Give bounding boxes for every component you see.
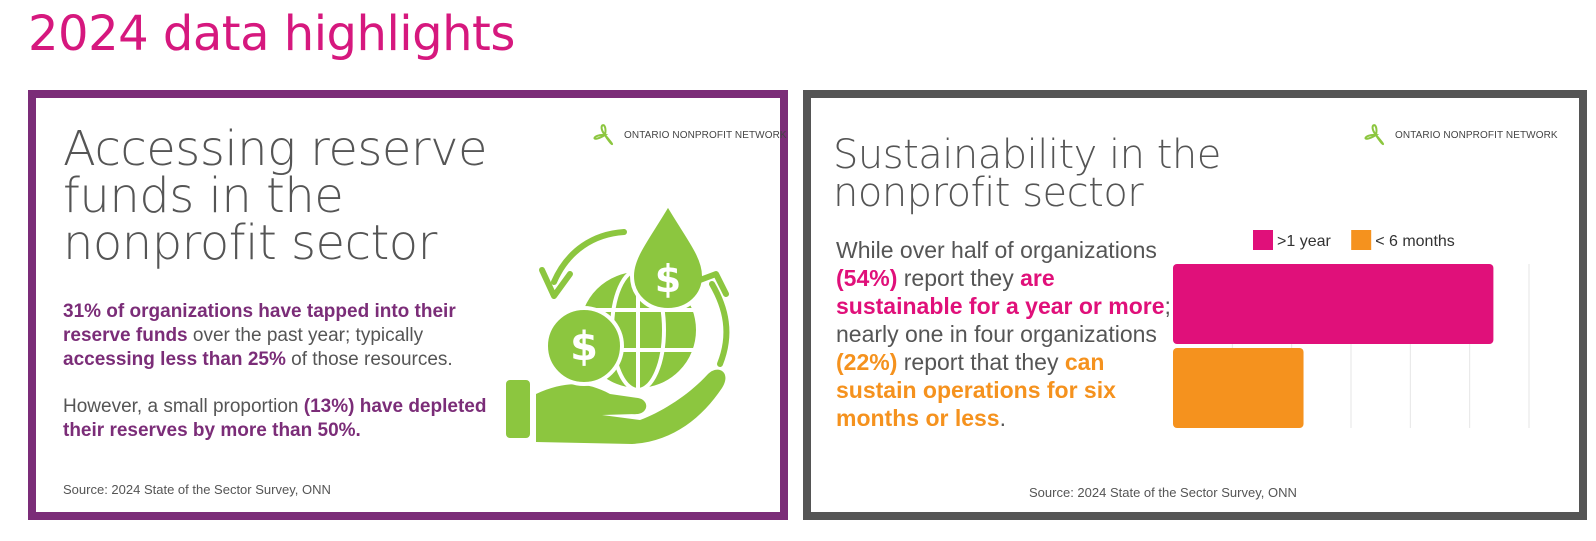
highlight-22-percent: (22%) <box>836 349 898 375</box>
highlight-31-percent: 31% of organizations have tapped into th… <box>63 301 456 346</box>
legend-swatch <box>1351 230 1372 250</box>
text-segment: While over half of organizations <box>836 237 1157 263</box>
legend-label: >1 year <box>1277 233 1331 250</box>
onn-logo: ONTARIO NONPROFIT NETWORK <box>1359 118 1558 152</box>
reserve-funds-card: ONTARIO NONPROFIT NETWORK Accessing rese… <box>28 90 788 520</box>
coin-dollar-symbol: $ <box>570 324 598 370</box>
logo-text: ONTARIO NONPROFIT NETWORK <box>1395 129 1558 141</box>
highlight-sustainable-year: are sustainable for a year or more <box>836 265 1165 319</box>
legend-label: < 6 months <box>1375 233 1455 250</box>
text-segment: ; nearly one in four organizations <box>836 293 1171 347</box>
page-title: 2024 data highlights <box>28 6 515 62</box>
card-heading: Sustainability in the nonprofit sector <box>833 132 1221 216</box>
text-segment: However, a small proportion <box>63 396 304 417</box>
drop-dollar-symbol: $ <box>655 257 681 301</box>
card-heading: Accessing reserve funds in the nonprofit… <box>63 121 488 271</box>
reserve-paragraph-1: 31% of organizations have tapped into th… <box>63 300 503 372</box>
leaf-logo-icon <box>593 124 614 145</box>
bar-under-six-months <box>1173 348 1304 428</box>
sustainability-bar-chart: >1 year < 6 months <box>1173 230 1530 428</box>
highlight-54-percent: (54%) <box>836 265 898 291</box>
highlight-six-months: can sustain operations for six months or… <box>836 349 1116 431</box>
legend-swatch <box>1253 230 1273 250</box>
highlight-13-percent: (13%) have depleted their reserves by mo… <box>63 396 487 441</box>
sustainability-paragraph: While over half of organizations (54%) r… <box>836 236 1176 432</box>
text-segment: of those resources. <box>285 349 453 370</box>
text-segment: report that they <box>897 349 1065 375</box>
source-note: Source: 2024 State of the Sector Survey,… <box>63 482 331 497</box>
logo-text: ONTARIO NONPROFIT NETWORK <box>624 129 787 141</box>
text-segment: report they <box>897 265 1021 291</box>
onn-logo: ONTARIO NONPROFIT NETWORK <box>588 118 787 152</box>
leaf-logo-icon <box>1364 124 1385 145</box>
highlight-less-than-25: accessing less than 25% <box>63 349 286 370</box>
source-note: Source: 2024 State of the Sector Survey,… <box>1029 485 1297 500</box>
sustainability-card: ONTARIO NONPROFIT NETWORK Sustainability… <box>803 90 1587 520</box>
reserve-paragraph-2: However, a small proportion (13%) have d… <box>63 395 503 443</box>
globe-money-hand-icon: $ $ <box>506 200 730 444</box>
bar-over-one-year <box>1173 264 1494 344</box>
text-segment: over the past year; typically <box>187 325 424 346</box>
text-segment: . <box>999 405 1006 431</box>
